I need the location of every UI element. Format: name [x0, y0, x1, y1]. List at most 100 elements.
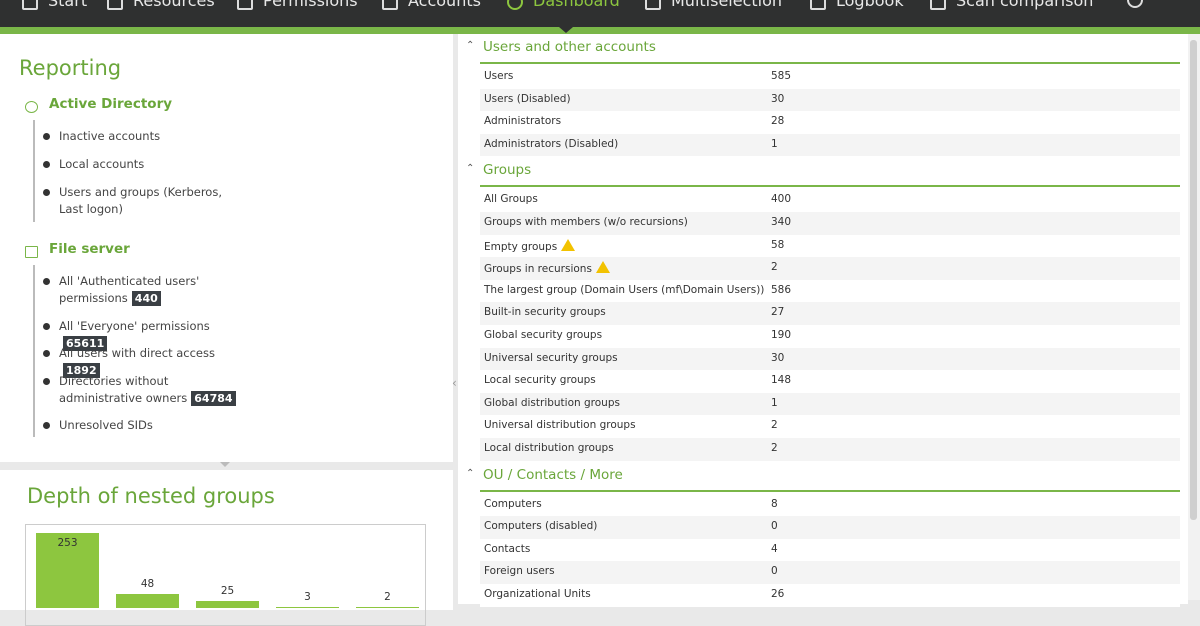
summary-row: Computers 8	[480, 493, 1180, 517]
collapse-caret[interactable]: ⌃	[466, 40, 475, 51]
row-label-text: Administrators	[484, 115, 562, 128]
row-value: 2	[771, 419, 778, 432]
bar	[276, 607, 339, 608]
summary-row: Foreign users 0	[480, 561, 1180, 584]
count-badge: 65611	[63, 336, 108, 351]
row-value: 340	[771, 216, 792, 228]
summary-row: Universal distribution groups 2	[480, 415, 1180, 438]
panel-title: Reporting	[19, 56, 122, 80]
section-icon	[25, 246, 38, 258]
row-value: 27	[771, 306, 785, 319]
nav-label: Permissions	[263, 0, 358, 10]
nav-label: Accounts	[408, 0, 481, 10]
report-label: Inactive accounts	[59, 129, 161, 143]
bullet	[43, 189, 50, 196]
row-label: Local security groups	[484, 374, 596, 386]
row-label: Users (Disabled)	[484, 93, 571, 105]
row-value: 190	[771, 329, 792, 341]
row-label-text: Users (Disabled)	[484, 92, 571, 105]
nav-item[interactable]: Permissions	[237, 0, 358, 10]
report-link[interactable]: Inactive accounts	[43, 128, 249, 145]
row-label-text: Computers (disabled)	[484, 520, 598, 533]
row-value: 8	[771, 497, 778, 510]
report-link[interactable]: All 'Everyone' permissions 65611	[43, 318, 249, 352]
active-pointer	[559, 27, 573, 33]
section-title[interactable]: Active Directory	[49, 96, 173, 112]
nav-item[interactable]: Scan comparison	[930, 0, 1093, 10]
row-label-text: The largest group (Domain Users (mf\Doma…	[484, 283, 765, 296]
section-title[interactable]: File server	[49, 241, 130, 257]
splitter-handle[interactable]	[220, 462, 230, 467]
nav-accent	[0, 27, 1200, 34]
row-value: 2	[771, 261, 778, 274]
nav-item[interactable]: Resources	[107, 0, 215, 10]
report-label: All users with direct access	[59, 346, 215, 360]
collapse-caret[interactable]: ⌃	[466, 163, 475, 175]
bar-label: 3	[304, 591, 311, 604]
summary-row: All Groups 400	[480, 189, 1180, 212]
nav-item[interactable]: Dashboard	[507, 0, 620, 10]
report-label: Directories without administrative owner…	[59, 374, 188, 405]
row-label: Administrators (Disabled)	[484, 138, 618, 150]
bar-label: 48	[140, 577, 155, 590]
row-label: Organizational Units	[484, 588, 591, 600]
bar	[36, 533, 99, 608]
row-label-text: Foreign users	[484, 565, 555, 578]
bar-label: 25	[220, 584, 235, 597]
nav-icon	[237, 0, 253, 10]
section-title[interactable]: OU / Contacts / More	[483, 466, 623, 483]
row-value: 0	[771, 520, 778, 533]
row-label: Administrators	[484, 115, 561, 127]
row-label: Foreign users	[484, 565, 555, 577]
chart-panel: Depth of nested groups 253 48 25 3 2	[0, 470, 453, 626]
summary-row: Groups in recursions 2	[480, 257, 1180, 280]
report-link[interactable]: Local accounts	[43, 156, 249, 173]
count-badge: 440	[131, 291, 161, 306]
chart-title: Depth of nested groups	[27, 484, 275, 508]
summary-row: Users 585	[480, 66, 1180, 89]
scroll-thumb[interactable]	[1190, 40, 1197, 520]
tree-line	[33, 120, 35, 222]
nav-item[interactable]: Start	[22, 0, 87, 10]
section-rule	[480, 185, 1180, 188]
row-value: 4	[771, 542, 778, 555]
report-label: All 'Everyone' permissions	[59, 319, 210, 333]
report-link[interactable]: Directories without administrative owner…	[43, 373, 249, 407]
row-value: 30	[771, 351, 785, 364]
warning-icon	[595, 261, 610, 274]
tree-line	[33, 265, 35, 437]
report-link[interactable]: Unresolved SIDs	[43, 417, 249, 434]
summary-row: Users (Disabled) 30	[480, 88, 1180, 112]
nav-item[interactable]: Multiselection	[645, 0, 782, 10]
section-title[interactable]: Groups	[483, 162, 532, 179]
row-label-text: Global distribution groups	[484, 396, 620, 409]
nav-item[interactable]: Logbook	[810, 0, 904, 10]
collapse-caret[interactable]: ⌃	[466, 467, 475, 479]
bar	[356, 607, 419, 608]
report-link[interactable]: Users and groups (Kerberos, Last logon)	[43, 184, 249, 218]
nav-icon	[507, 0, 523, 10]
settings-icon[interactable]	[1127, 0, 1143, 8]
nav-label: Start	[48, 0, 88, 10]
summary-row: Global distribution groups 1	[480, 392, 1180, 416]
nav-item[interactable]: Accounts	[382, 0, 481, 10]
row-value: 0	[771, 565, 778, 578]
row-label: Global distribution groups	[484, 397, 620, 409]
row-value: 1	[771, 396, 778, 409]
nav-bar: Start Resources Permissions Accounts Dashboa…	[0, 0, 1200, 33]
report-link[interactable]: All users with direct access 1892	[43, 345, 249, 379]
row-value: 30	[771, 92, 785, 105]
bar	[116, 593, 179, 608]
report-link[interactable]: All 'Authenticated users' permissions 440	[43, 273, 249, 307]
summary-row: Global security groups 190	[480, 325, 1180, 348]
summary-row: The largest group (Domain Users (mf\Doma…	[480, 279, 1180, 303]
row-value: 58	[771, 238, 785, 251]
splitter-handle[interactable]: ‹	[452, 376, 457, 390]
nav-icon	[107, 0, 123, 10]
report-label: Unresolved SIDs	[59, 418, 153, 432]
warning-icon	[561, 238, 576, 251]
summary-row: Built-in security groups 27	[480, 302, 1180, 325]
row-label-text: Users	[484, 70, 514, 82]
section-title[interactable]: Users and other accounts	[483, 39, 656, 55]
row-label-text: Built-in security groups	[484, 306, 606, 319]
